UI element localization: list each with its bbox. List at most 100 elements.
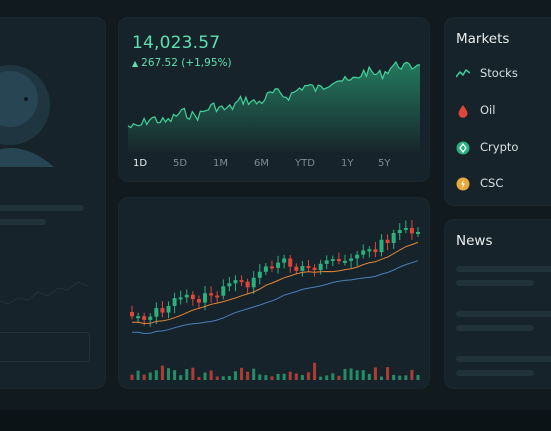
range-tab-6m[interactable]: 6M xyxy=(254,158,269,169)
volume-bar xyxy=(282,373,286,380)
candle-body xyxy=(300,266,305,271)
candle-body xyxy=(227,283,232,287)
volume-bar xyxy=(173,370,177,380)
range-tab-5y[interactable]: 5Y xyxy=(378,158,391,169)
candle-body xyxy=(416,231,420,234)
candle-body xyxy=(355,254,360,259)
market-item-csc[interactable]: CSC xyxy=(456,175,551,193)
area-chart xyxy=(127,60,421,152)
markets-panel: Markets Stocks Oil Crypto CSC xyxy=(444,17,551,206)
volume-bar xyxy=(252,368,256,380)
news-panel: News xyxy=(444,219,551,389)
range-tab-ytd[interactable]: YTD xyxy=(295,158,315,169)
volume-bar xyxy=(264,375,268,380)
candle-body xyxy=(251,277,256,288)
volume-bar xyxy=(355,370,359,380)
candle-body xyxy=(160,308,165,313)
candle-body xyxy=(276,262,281,268)
volume-bar xyxy=(300,375,304,380)
volume-bar xyxy=(325,375,329,380)
skeleton-line xyxy=(0,205,84,211)
market-item-crypto[interactable]: Crypto xyxy=(456,139,551,157)
candle-body xyxy=(190,294,195,300)
market-label: Stocks xyxy=(480,66,518,80)
volume-bar xyxy=(167,368,171,380)
candle-body xyxy=(154,308,159,317)
bottom-bar xyxy=(0,410,551,431)
volume-bar xyxy=(233,371,237,380)
candle-body xyxy=(209,293,214,296)
candle-body xyxy=(403,227,408,230)
candle-body xyxy=(245,281,250,288)
news-title: News xyxy=(456,233,493,249)
volume-bar xyxy=(136,370,140,380)
market-item-stocks[interactable]: Stocks xyxy=(456,65,551,83)
skeleton-line xyxy=(456,266,551,272)
volume-bar xyxy=(221,376,225,380)
candle-body xyxy=(288,258,293,267)
volume-bar xyxy=(410,369,414,380)
range-tab-1m[interactable]: 1M xyxy=(213,158,228,169)
volume-bar xyxy=(179,375,183,380)
candle-body xyxy=(239,280,244,283)
candlestick-chart xyxy=(130,220,420,380)
skeleton-line xyxy=(456,370,534,376)
markets-title: Markets xyxy=(456,31,510,47)
volume-bar xyxy=(276,373,280,380)
candle-body xyxy=(397,229,402,234)
volume-bar xyxy=(270,376,274,380)
volume-bar xyxy=(240,367,244,380)
volume-bar xyxy=(361,370,365,380)
candle-body xyxy=(172,298,177,306)
candle-body xyxy=(391,233,396,244)
candle-body xyxy=(269,266,274,269)
candle-body xyxy=(324,260,329,264)
candle-body xyxy=(282,258,287,263)
volume-bar xyxy=(331,373,335,380)
range-tab-1d[interactable]: 1D xyxy=(133,158,148,169)
volume-bar xyxy=(367,373,371,380)
candlestick-panel xyxy=(118,197,430,389)
volume-bar xyxy=(154,370,158,380)
candle-body xyxy=(379,239,384,253)
skeleton-line xyxy=(456,311,551,317)
market-label: Oil xyxy=(480,103,496,117)
moving-average-long xyxy=(131,260,419,335)
index-price: 14,023.57 xyxy=(132,33,221,53)
volume-bar xyxy=(191,367,195,380)
skeleton-line xyxy=(456,325,534,331)
range-tabs: 1D 5D 1M 6M YTD 1Y 5Y xyxy=(132,158,420,174)
volume-bar xyxy=(306,372,310,380)
volume-bar xyxy=(246,371,250,380)
market-label: Crypto xyxy=(480,140,519,154)
volume-bar xyxy=(379,376,383,380)
profile-panel xyxy=(0,17,106,389)
volume-bar xyxy=(203,372,207,380)
volume-bar xyxy=(197,376,201,380)
price-change-text: 267.52 (+1,95%) xyxy=(141,57,232,69)
candle-body xyxy=(184,294,189,298)
profile-avatar xyxy=(0,65,54,167)
candle-body xyxy=(142,316,147,320)
range-tab-5d[interactable]: 5D xyxy=(173,158,188,169)
volume-bar xyxy=(373,367,377,380)
candle-body xyxy=(294,266,299,271)
market-item-oil[interactable]: Oil xyxy=(456,102,551,120)
candle-body xyxy=(233,280,238,284)
range-tab-1y[interactable]: 1Y xyxy=(341,158,354,169)
skeleton-box xyxy=(0,332,90,362)
volume-bar xyxy=(392,374,396,380)
arrow-up-icon: ▲ xyxy=(132,59,139,68)
volume-bar xyxy=(130,374,134,380)
candle-body xyxy=(361,250,366,255)
candle-body xyxy=(336,259,341,262)
volume-bar xyxy=(404,375,408,380)
candle-body xyxy=(257,271,262,278)
candle-body xyxy=(385,239,390,244)
volume-bar xyxy=(288,371,292,380)
volume-bar xyxy=(227,375,231,380)
csc-coin-icon xyxy=(456,177,470,191)
volume-bar xyxy=(294,373,298,380)
candle-body xyxy=(373,249,378,253)
volume-bar xyxy=(398,375,402,380)
